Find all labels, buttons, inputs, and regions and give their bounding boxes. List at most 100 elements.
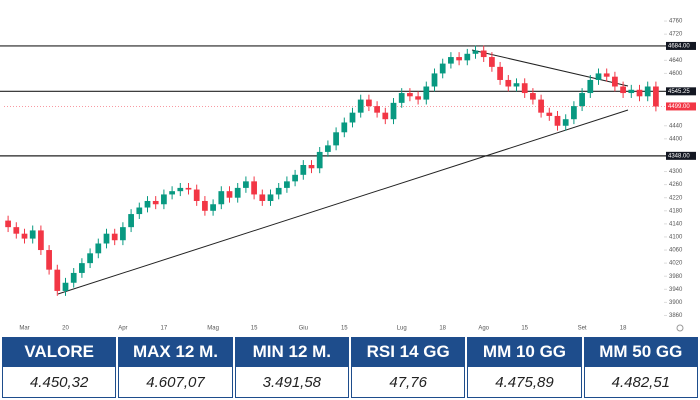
candle-body xyxy=(292,174,298,182)
candle-body xyxy=(571,106,577,120)
candle-body xyxy=(275,187,282,195)
table-header: VALORE xyxy=(2,337,117,367)
table-cell: 47,76 xyxy=(350,367,466,398)
x-tick-label: 15 xyxy=(341,326,348,332)
candle-body xyxy=(472,50,479,54)
candle-body xyxy=(218,191,225,205)
candle-body xyxy=(374,106,380,113)
y-tick-label: 4760 xyxy=(669,19,683,25)
candle-body xyxy=(5,220,11,228)
table-cell: 4.475,89 xyxy=(467,367,582,398)
table-header: RSI 14 GG xyxy=(350,337,466,367)
last-price-box xyxy=(666,102,696,111)
candle-body xyxy=(521,83,528,94)
candle-body xyxy=(562,119,569,126)
candle-body xyxy=(489,57,495,67)
chart: 4760 4720 4640 4600 4440 4400 4300 4260 4220 4180… xyxy=(0,19,696,332)
candle-body xyxy=(612,76,618,87)
candle-body xyxy=(46,250,52,270)
candle-body xyxy=(54,269,61,291)
candle-body xyxy=(259,194,266,201)
candle-body xyxy=(308,165,315,169)
candle-body xyxy=(530,93,536,100)
y-tick-label: 4720 xyxy=(669,32,683,38)
candle-body xyxy=(95,243,102,254)
table-cell: 4.482,51 xyxy=(583,367,698,398)
candle-body xyxy=(325,145,331,152)
candle-body xyxy=(407,93,413,97)
y-tick-label: 4600 xyxy=(669,71,683,77)
candle-body xyxy=(366,99,372,107)
candle-body xyxy=(136,207,143,215)
candle-body xyxy=(87,253,93,264)
y-tick-label: 4020 xyxy=(669,261,683,267)
table-header: MIN 12 M. xyxy=(234,337,349,367)
candle-body xyxy=(161,194,167,205)
candle-body xyxy=(595,73,602,80)
candle-body xyxy=(202,200,208,211)
candle-body xyxy=(103,233,110,244)
candle-body xyxy=(120,227,126,241)
candle-body xyxy=(333,132,339,146)
candle-body xyxy=(448,57,454,64)
x-tick-label: Apr xyxy=(118,326,127,332)
x-tick-label: Mag xyxy=(207,326,219,332)
level-label: 4684.00 xyxy=(668,44,690,50)
candle-body xyxy=(620,86,626,94)
x-tick-label: Giu xyxy=(299,326,308,332)
y-tick-label: 4140 xyxy=(669,221,683,227)
table-cell: 4.607,07 xyxy=(118,367,233,398)
table-cell: 4.450,32 xyxy=(2,367,117,398)
x-tick-label: 20 xyxy=(62,326,69,332)
y-tick-label: 4060 xyxy=(669,248,683,254)
resistance-trendline xyxy=(471,49,629,87)
table-header: MAX 12 M. xyxy=(118,337,233,367)
candle-body xyxy=(341,122,348,133)
y-tick-label: 4300 xyxy=(669,169,683,175)
settings-icon xyxy=(676,324,684,332)
level-label-box xyxy=(666,151,696,160)
x-tick-label: 17 xyxy=(161,326,168,332)
candle-body xyxy=(464,53,471,61)
y-tick-label: 4640 xyxy=(669,58,683,64)
candle-body xyxy=(579,93,585,107)
y-tick-label: 3860 xyxy=(669,313,683,319)
y-tick-label: 3980 xyxy=(669,274,683,280)
candle-body xyxy=(300,165,307,175)
level-label: 4545.25 xyxy=(668,89,690,95)
support-trendline xyxy=(57,109,629,295)
candle-body xyxy=(439,63,446,74)
candle-body xyxy=(349,112,356,123)
candle-body xyxy=(144,200,151,208)
candle-body xyxy=(177,187,184,192)
table-header: MM 50 GG xyxy=(583,337,698,367)
candle-body xyxy=(243,181,249,188)
candle-body xyxy=(423,86,430,100)
candle-body xyxy=(398,93,405,103)
level-label-box xyxy=(666,41,696,50)
y-tick-label: 4100 xyxy=(669,235,683,241)
candle-body xyxy=(628,89,635,94)
candle-body xyxy=(267,194,274,201)
y-tick-label: 4220 xyxy=(669,195,683,201)
y-tick-label: 4440 xyxy=(669,123,683,129)
x-tick-label: Mar xyxy=(19,326,29,332)
candle-body xyxy=(13,227,20,234)
last-price-label: 4499.00 xyxy=(668,104,690,110)
level-label-box xyxy=(666,87,696,96)
level-label: 4348.00 xyxy=(668,153,690,159)
candle-body xyxy=(185,187,192,190)
x-tick-label: 15 xyxy=(521,326,528,332)
candle-body xyxy=(79,263,85,273)
candle-body xyxy=(415,96,421,100)
x-tick-label: 18 xyxy=(620,326,627,332)
candle-body xyxy=(513,83,520,87)
candle-body xyxy=(546,112,553,116)
candle-body xyxy=(497,66,503,80)
candle-body xyxy=(431,73,438,87)
candle-body xyxy=(390,102,397,120)
y-tick-label: 4400 xyxy=(669,136,683,142)
x-tick-label: Set xyxy=(578,326,587,332)
candle-body xyxy=(284,181,290,188)
